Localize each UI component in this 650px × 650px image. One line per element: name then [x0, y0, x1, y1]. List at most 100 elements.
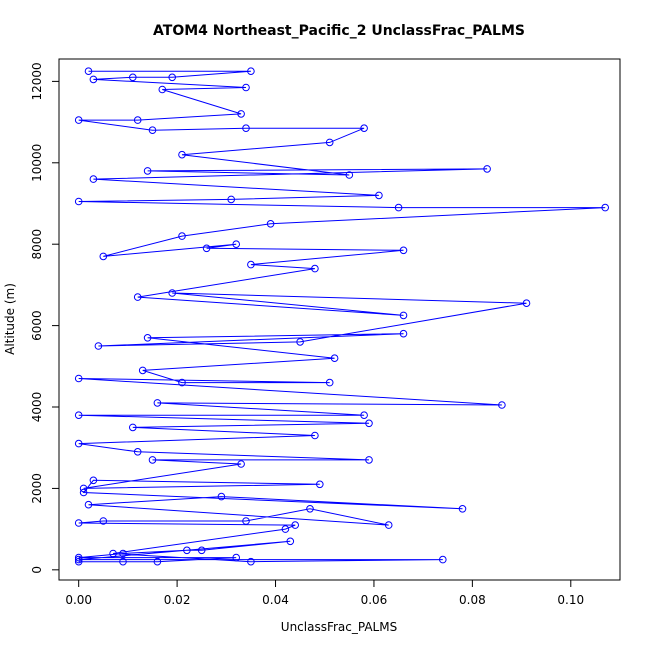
data-point [143, 334, 152, 342]
data-point [133, 116, 142, 124]
data-point [247, 260, 255, 269]
x-tick-label: 0.08 [459, 593, 486, 607]
data-point [247, 557, 255, 566]
data-point [345, 171, 354, 179]
data-point [360, 124, 368, 132]
data-point [498, 401, 506, 409]
x-axis: 0.00 0.02 0.04 0.06 0.08 0.10 [65, 580, 584, 607]
data-point [143, 167, 152, 175]
data-point [365, 456, 373, 464]
data-point [74, 411, 83, 420]
data-point [99, 517, 108, 525]
data-point [384, 521, 393, 529]
data-point [399, 329, 408, 338]
x-tick-label: 0.10 [557, 593, 584, 607]
data-point [365, 419, 373, 428]
data-point [316, 480, 324, 489]
data-point [148, 456, 157, 464]
data-point [375, 191, 383, 200]
data-point [399, 311, 408, 320]
x-tick-label: 0.02 [164, 593, 191, 607]
data-point [237, 460, 245, 468]
data-point [227, 195, 235, 204]
data-point [183, 546, 191, 555]
data-point [129, 423, 137, 432]
data-point [74, 555, 83, 564]
data-point [84, 67, 93, 75]
data-point [286, 537, 295, 546]
data-point [483, 165, 491, 173]
series-line [78, 70, 606, 563]
data-point [399, 246, 408, 255]
data-point [330, 354, 339, 363]
data-point [291, 521, 300, 529]
data-point [360, 411, 368, 420]
data-point [197, 546, 206, 555]
data-point [311, 431, 319, 440]
data-point [109, 549, 117, 558]
data-point [394, 203, 403, 212]
data-point [153, 557, 162, 566]
data-point [148, 126, 157, 134]
data-point [79, 488, 88, 497]
data-point [168, 73, 176, 82]
data-point [232, 240, 240, 248]
data-point [325, 138, 334, 147]
data-point [296, 338, 304, 346]
data-point [74, 557, 83, 566]
data-point [242, 83, 250, 92]
data-point [178, 232, 186, 240]
y-tick-label: 0 [30, 566, 44, 574]
data-point [89, 476, 98, 485]
data-point [158, 85, 167, 94]
y-tick-label: 8000 [30, 229, 44, 260]
data-point [129, 73, 137, 82]
x-tick-label: 0.06 [361, 593, 388, 607]
data-point [168, 289, 176, 297]
data-point [153, 399, 162, 407]
data-point [99, 252, 108, 261]
data-point [217, 492, 226, 501]
data-point [119, 557, 127, 566]
y-axis: 0 2000 4000 6000 8000 10000 12000 [30, 62, 59, 574]
data-point [74, 116, 83, 124]
data-point [458, 505, 467, 513]
data-point [242, 517, 250, 525]
data-point [119, 549, 127, 558]
x-axis-label: UnclassFrac_PALMS [281, 620, 397, 634]
data-point [74, 553, 83, 562]
data-point [178, 150, 186, 159]
data-point [325, 378, 334, 387]
data-point [202, 244, 211, 253]
data-point [138, 366, 147, 375]
data-point [522, 299, 531, 308]
plot-frame [58, 58, 621, 581]
data-point [79, 484, 88, 493]
data-point [242, 124, 250, 132]
data-point [247, 67, 255, 75]
x-tick-label: 0.04 [262, 593, 289, 607]
y-tick-label: 4000 [30, 392, 44, 423]
y-tick-label: 6000 [30, 310, 44, 341]
y-tick-label: 12000 [30, 62, 44, 100]
data-point [133, 448, 142, 456]
x-tick-label: 0.00 [65, 593, 92, 607]
y-axis-label: Altitude (m) [3, 283, 17, 355]
data-point [74, 439, 83, 448]
data-points [74, 67, 610, 566]
data-point [74, 374, 83, 383]
chart-title: ATOM4 Northeast_Pacific_2 UnclassFrac_PA… [153, 23, 525, 39]
data-point [84, 500, 93, 509]
data-point [439, 555, 447, 564]
y-tick-label: 2000 [30, 473, 44, 504]
data-point [94, 342, 103, 350]
data-point [89, 75, 98, 84]
data-point [74, 519, 83, 527]
data-point [266, 220, 275, 228]
data-point [232, 553, 240, 562]
data-point [178, 378, 186, 387]
data-point [133, 293, 142, 301]
data-point [311, 264, 319, 273]
data-point [89, 175, 98, 183]
